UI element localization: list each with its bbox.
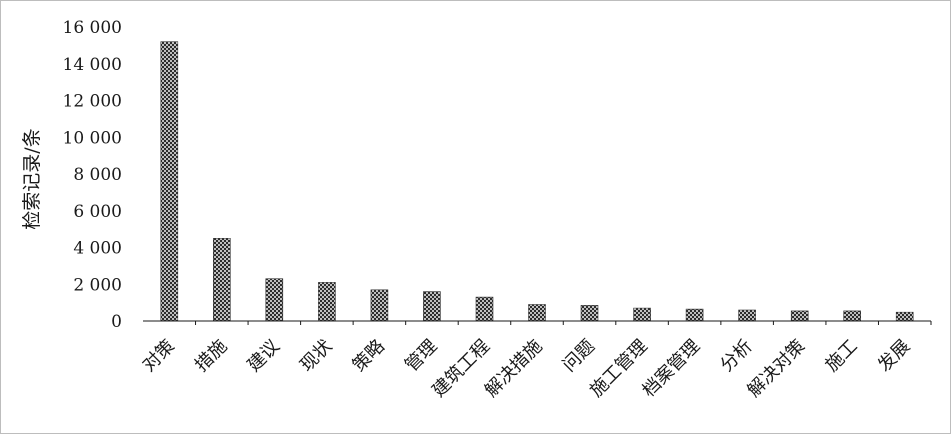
bar bbox=[265, 278, 284, 322]
bar bbox=[475, 296, 494, 322]
bar bbox=[213, 238, 231, 322]
bar bbox=[685, 308, 704, 322]
bar bbox=[160, 41, 179, 322]
y-tick-labels: 0 2 000 4 000 6 000 8 000 10 000 12 000 14 000 1… bbox=[63, 18, 122, 332]
x-category-label: 管理 bbox=[401, 336, 441, 376]
y-axis-label: 检索记录/条 bbox=[21, 128, 43, 229]
x-category-label: 分析 bbox=[716, 336, 756, 376]
y-tick-label: 12 000 bbox=[63, 92, 122, 112]
bar bbox=[738, 309, 756, 322]
x-category-label: 档案管理 bbox=[638, 336, 704, 402]
bar bbox=[528, 304, 546, 322]
x-category-label: 施工管理 bbox=[586, 336, 652, 402]
y-tick-label: 6 000 bbox=[73, 202, 122, 222]
x-category-label: 解决对策 bbox=[743, 336, 809, 402]
x-category-label: 建议 bbox=[244, 336, 284, 376]
y-tick-label: 16 000 bbox=[63, 18, 122, 38]
x-category-label: 现状 bbox=[296, 336, 336, 376]
x-category-label: 解决措施 bbox=[481, 336, 547, 402]
bar bbox=[843, 310, 862, 322]
bar bbox=[423, 291, 441, 322]
y-tick-label: 14 000 bbox=[63, 55, 122, 75]
bar bbox=[318, 282, 336, 322]
y-tick-label: 0 bbox=[111, 312, 122, 332]
bars bbox=[160, 41, 932, 325]
x-category-label: 对策 bbox=[139, 336, 179, 376]
x-category-label: 施工 bbox=[821, 336, 861, 376]
x-category-label: 发展 bbox=[874, 336, 914, 376]
bar bbox=[370, 289, 389, 322]
bar bbox=[895, 311, 914, 322]
bar bbox=[580, 305, 599, 322]
x-category-label: 策略 bbox=[349, 336, 389, 376]
y-tick-label: 8 000 bbox=[73, 165, 122, 185]
y-tick-label: 10 000 bbox=[63, 128, 122, 148]
x-category-label: 建筑工程 bbox=[428, 336, 494, 402]
bar bbox=[790, 310, 809, 322]
x-category-label: 措施 bbox=[191, 336, 231, 376]
y-tick-label: 2 000 bbox=[73, 275, 122, 295]
y-axis-title-group: 检索记录/条 bbox=[21, 128, 43, 229]
bar bbox=[633, 307, 651, 322]
y-tick-label: 4 000 bbox=[73, 239, 122, 259]
x-category-label: 问题 bbox=[559, 336, 599, 376]
